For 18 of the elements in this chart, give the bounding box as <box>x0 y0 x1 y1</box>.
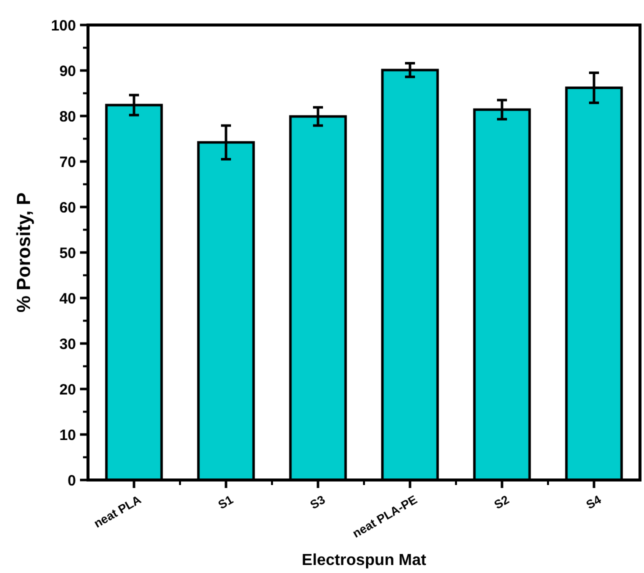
x-tick-label: neat PLA <box>91 492 144 531</box>
y-tick-label: 10 <box>59 426 76 444</box>
y-tick-label: 70 <box>59 154 76 171</box>
y-tick-label: 20 <box>59 381 76 398</box>
x-tick-label: S3 <box>308 492 328 512</box>
y-tick-label: 40 <box>59 290 76 308</box>
y-tick-label: 30 <box>59 336 76 353</box>
x-axis-title: Electrospun Mat <box>302 552 427 569</box>
y-axis-title: % Porosity, P <box>14 192 35 313</box>
y-tick-label: 0 <box>68 472 76 490</box>
x-tick-label: S4 <box>584 492 604 512</box>
x-tick-label: S2 <box>492 492 512 512</box>
y-tick-label: 80 <box>59 108 76 126</box>
y-tick-label: 60 <box>59 199 76 216</box>
y-tick-label: 50 <box>59 244 76 262</box>
x-tick-label: S1 <box>216 492 236 512</box>
y-tick-label: 100 <box>50 17 76 34</box>
y-tick-label: 90 <box>59 62 76 80</box>
